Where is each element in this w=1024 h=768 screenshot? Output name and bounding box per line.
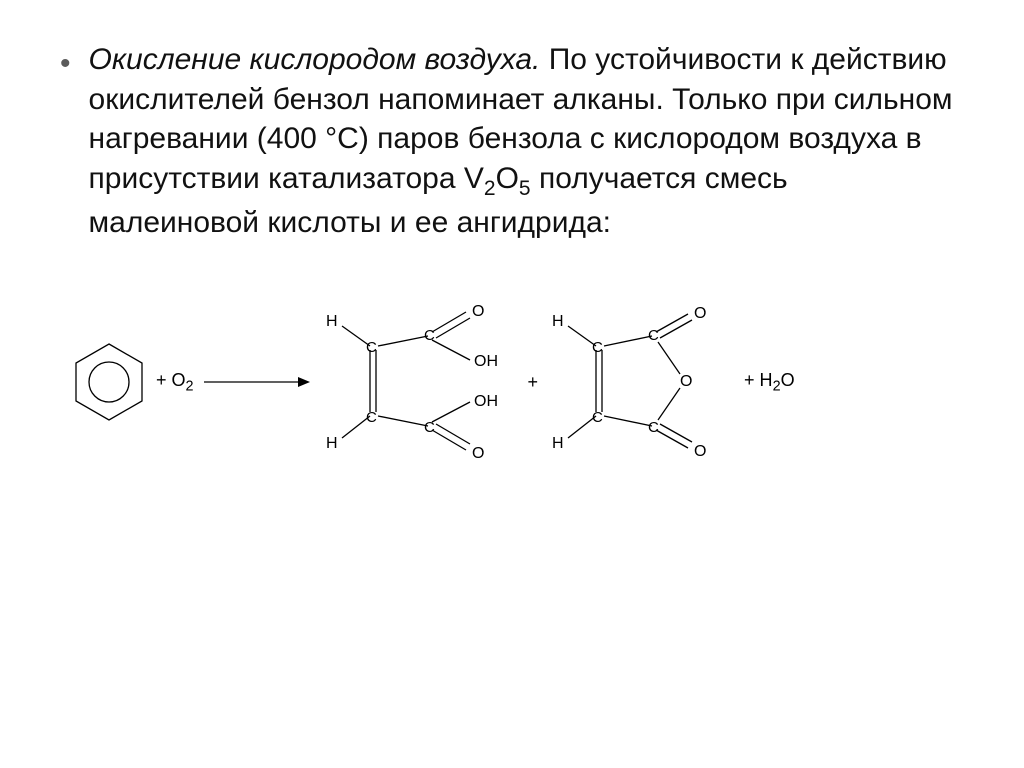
maleic-acid-icon: H C C H C C O OH OH O — [320, 302, 520, 462]
svg-text:O: O — [680, 373, 692, 390]
plus-between: + — [528, 372, 539, 393]
benzene-icon — [70, 338, 148, 426]
reaction-arrow-icon — [202, 372, 312, 392]
paragraph-text: Окисление кислородом воздуха. По устойчи… — [89, 40, 964, 242]
plus-o2: + O2 — [156, 370, 194, 395]
svg-text:C: C — [424, 419, 435, 436]
svg-text:C: C — [424, 327, 435, 344]
o-tail: O — [781, 370, 795, 390]
v-sub-a: 2 — [484, 177, 496, 200]
equation-row: + O2 — [70, 302, 964, 462]
svg-text:O: O — [472, 445, 484, 462]
svg-text:O: O — [472, 303, 484, 320]
plus-h2o: + H2O — [744, 370, 795, 395]
o-text: O — [496, 162, 519, 195]
maleic-anhydride-icon: H C C H C C O O O — [546, 302, 736, 462]
svg-text:C: C — [592, 339, 603, 356]
plus-h2o-lead: + H — [744, 370, 773, 390]
svg-text:C: C — [366, 339, 377, 356]
slide-container: • Окисление кислородом воздуха. По устой… — [0, 0, 1024, 768]
svg-text:H: H — [326, 435, 338, 452]
svg-text:C: C — [648, 327, 659, 344]
svg-text:O: O — [694, 305, 706, 322]
svg-text:C: C — [366, 409, 377, 426]
plus-o2-text: + O — [156, 370, 186, 390]
bullet-dot: • — [60, 44, 71, 83]
svg-text:H: H — [326, 313, 338, 330]
svg-text:C: C — [592, 409, 603, 426]
svg-text:O: O — [694, 443, 706, 460]
svg-text:H: H — [552, 435, 564, 452]
v-sub-b: 5 — [519, 177, 531, 200]
svg-text:OH: OH — [474, 353, 498, 370]
svg-text:OH: OH — [474, 393, 498, 410]
o2-sub: 2 — [186, 378, 194, 394]
svg-text:H: H — [552, 313, 564, 330]
h2-sub: 2 — [773, 378, 781, 394]
italic-lead: Окисление кислородом воздуха. — [89, 43, 541, 76]
bullet-paragraph: • Окисление кислородом воздуха. По устой… — [60, 40, 964, 242]
svg-text:C: C — [648, 419, 659, 436]
